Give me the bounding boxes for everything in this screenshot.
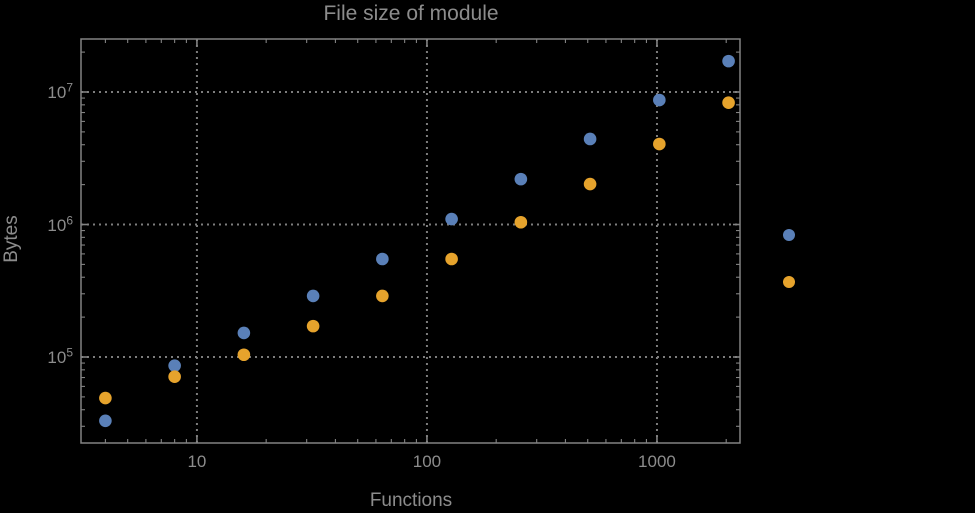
data-point-blue-series <box>376 252 389 266</box>
data-point-orange-series <box>722 96 735 110</box>
data-point-blue-series <box>445 212 458 226</box>
data-point-blue-series <box>514 172 528 186</box>
data-point-blue-series <box>168 359 181 372</box>
data-point-orange-series <box>376 289 389 303</box>
data-point-orange-series <box>306 319 320 333</box>
y-axis-label: Bytes <box>1 215 22 263</box>
legend-marker-orange-series <box>783 276 795 288</box>
data-point-blue-series <box>722 54 735 68</box>
data-point-orange-series <box>514 215 528 229</box>
y-tick-label: 107 <box>47 80 73 102</box>
data-point-blue-series <box>237 326 251 340</box>
data-point-orange-series <box>237 348 251 362</box>
y-tick-label: 106 <box>47 212 73 235</box>
data-point-orange-series <box>445 252 458 266</box>
y-tick-label: 105 <box>47 345 73 367</box>
data-point-blue-series <box>583 132 597 146</box>
data-point-orange-series <box>653 137 666 151</box>
x-tick-label: 1000 <box>638 452 676 471</box>
x-tick-label: 10 <box>187 452 207 471</box>
legend-marker-blue-series <box>783 229 795 241</box>
data-point-blue-series <box>653 93 666 107</box>
data-point-blue-series <box>306 289 320 303</box>
data-point-orange-series <box>583 177 597 191</box>
data-point-blue-series <box>99 414 112 428</box>
x-tick-label: 100 <box>412 452 442 471</box>
x-axis-label: Functions <box>369 490 453 511</box>
chart-title: File size of module <box>323 2 499 25</box>
data-point-orange-series <box>99 391 112 405</box>
data-point-orange-series <box>168 370 181 384</box>
plot-frame <box>80 38 741 444</box>
